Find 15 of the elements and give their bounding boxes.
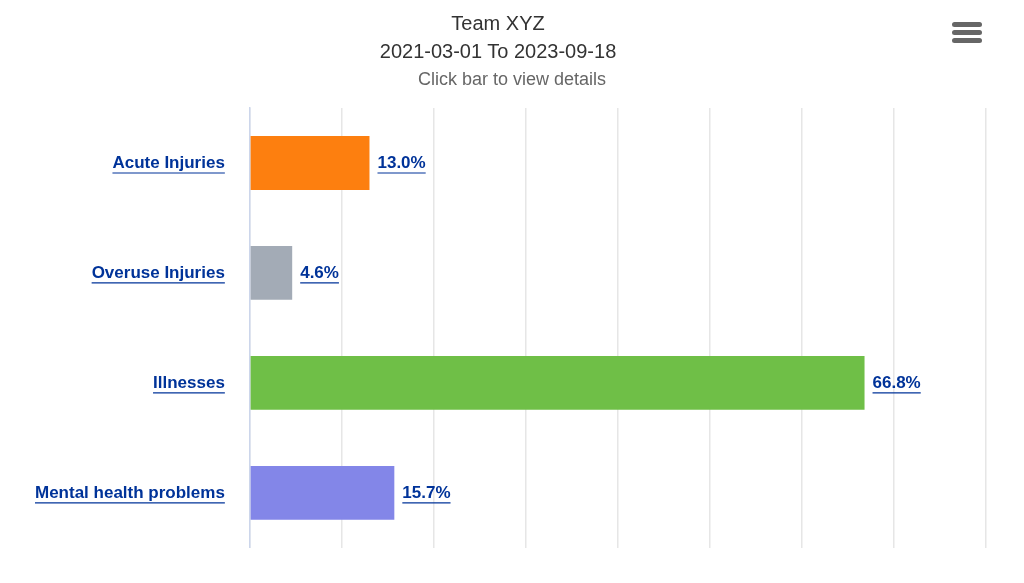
y-tick-label: Mental health problems [34, 482, 225, 502]
data-label: 4.6% [300, 262, 339, 282]
data-label: 15.7% [402, 482, 451, 502]
bar [250, 245, 293, 300]
chart-subtitle: 2021-03-01 To 2023-09-18 [379, 39, 617, 62]
data-label: 13.0% [377, 152, 426, 172]
y-tick-label: Acute Injuries [112, 152, 225, 172]
bar [250, 136, 370, 190]
y-tick-label: Illnesses [153, 372, 225, 392]
y-tick-label: Overuse Injuries [91, 262, 225, 282]
chart-title: Team XYZ [451, 11, 545, 34]
bar [250, 465, 395, 520]
data-label: 66.8% [872, 372, 921, 392]
text: Click bar to view details [417, 68, 607, 89]
bar [250, 355, 865, 410]
